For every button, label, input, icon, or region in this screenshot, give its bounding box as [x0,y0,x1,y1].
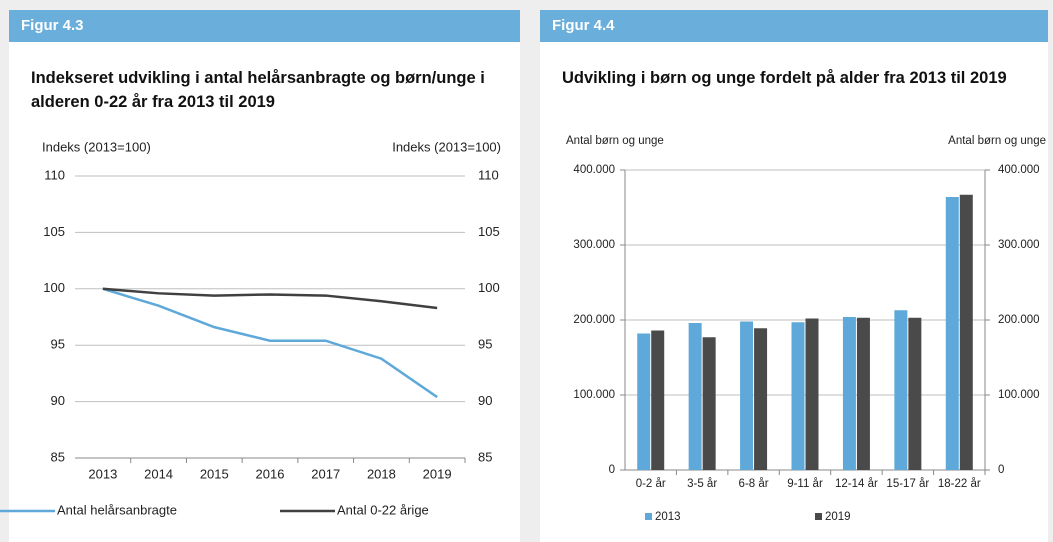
y-tick-label: 85 [51,449,65,464]
y2-tick-label: 0 [998,464,1004,476]
y-tick-label: 105 [43,224,65,239]
x-tick-label: 12-14 år [835,478,878,490]
x-tick-label: 9-11 år [787,478,823,490]
x-tick-label: 2017 [311,466,340,481]
y2-tick-label: 90 [478,393,492,408]
y2-tick-label: 100.000 [998,389,1040,401]
x-tick-label: 2019 [423,466,452,481]
x-tick-label: 2015 [200,466,229,481]
chart-title: Udvikling i børn og unge fordelt på alde… [562,69,1007,87]
x-tick-label: 2018 [367,466,396,481]
y-tick-label: 400.000 [573,164,615,176]
x-tick-label: 6-8 år [739,478,769,490]
bar [842,317,856,470]
y-tick-label: 110 [44,167,65,182]
chart-title: Indekseret udvikling i antal helårsanbra… [31,69,485,111]
bar [959,194,973,470]
y-axis-label: Indeks (2013=100) [42,139,151,154]
line [102,287,438,399]
legend-label: Antal 0-22 årige [337,502,429,517]
y2-tick-label: 110 [478,167,499,182]
y-tick-label: 0 [609,464,615,476]
bar [702,337,716,470]
y-tick-label: 100 [43,280,65,295]
y2-tick-label: 400.000 [998,164,1040,176]
y2-tick-label: 85 [478,449,492,464]
y2-axis-label: Indeks (2013=100) [392,139,501,154]
bar [856,317,870,470]
legend-label: Antal helårsanbragte [57,502,177,517]
x-tick-label: 3-5 år [687,478,717,490]
bar [945,197,959,470]
y-tick-label: 100.000 [573,389,615,401]
x-tick-label: 15-17 år [886,478,929,490]
y2-tick-label: 100 [478,280,500,295]
y2-axis-label: Antal børn og unge [948,135,1046,147]
y-tick-label: 95 [51,337,65,352]
y-axis-label: Antal børn og unge [566,135,664,147]
bar [740,321,754,470]
bar [754,328,768,470]
x-tick-label: 2016 [256,466,285,481]
bar [791,322,805,470]
x-tick-label: 18-22 år [938,478,981,490]
x-tick-label: 2013 [88,466,117,481]
y-tick-label: 300.000 [573,239,615,251]
y-tick-label: 90 [51,393,65,408]
x-tick-label: 0-2 år [636,478,666,490]
figure-label: Figur 4.4 [540,10,1048,42]
y2-tick-label: 95 [478,337,492,352]
y2-tick-label: 300.000 [998,239,1040,251]
panel: Figur 4.3 Indekseret udvikling i antal h… [9,10,520,542]
line [102,287,438,310]
figure-label: Figur 4.3 [9,10,520,42]
legend-label: 2013 [655,511,681,523]
bar [651,330,665,470]
y2-tick-label: 200.000 [998,314,1040,326]
legend-label: 2019 [825,511,851,523]
legend-swatch [645,513,652,520]
bar [908,317,922,470]
y2-tick-label: 105 [478,224,500,239]
y-tick-label: 200.000 [573,314,615,326]
bar [894,310,908,470]
x-tick-label: 2014 [144,466,173,481]
bar [805,318,819,470]
bar [637,333,651,470]
legend-swatch [815,513,822,520]
bar [688,323,702,470]
